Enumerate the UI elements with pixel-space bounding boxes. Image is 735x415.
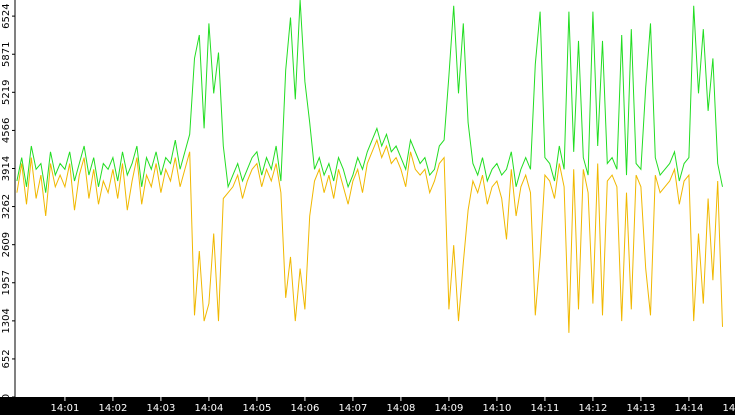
- y-tick-label: 6524: [1, 3, 12, 28]
- y-tick-label: 1304: [1, 308, 12, 333]
- y-tick-label: 3914: [1, 156, 12, 181]
- y-tick-label: 3262: [1, 194, 12, 219]
- x-axis-bar: [0, 397, 735, 415]
- x-tick-label: 14:11: [531, 403, 560, 414]
- x-tick-label: 14:01: [51, 403, 80, 414]
- y-tick-label: 0: [1, 394, 12, 400]
- x-tick-label: 14:15: [723, 403, 735, 414]
- x-tick-label: 14:03: [147, 403, 176, 414]
- series-line: [16, 138, 723, 333]
- x-tick-label: 14:12: [579, 403, 608, 414]
- series-line: [16, 0, 723, 193]
- x-tick-label: 14:05: [243, 403, 272, 414]
- y-tick-label: 5219: [1, 80, 12, 105]
- y-tick-label: 652: [1, 349, 12, 368]
- y-tick-label: 5871: [1, 42, 12, 67]
- x-tick-label: 14:08: [387, 403, 416, 414]
- x-tick-label: 14:09: [435, 403, 464, 414]
- x-tick-label: 14:14: [675, 403, 704, 414]
- x-tick-label: 14:10: [483, 403, 512, 414]
- x-tick-label: 14:07: [339, 403, 368, 414]
- x-tick-label: 14:02: [99, 403, 128, 414]
- x-tick-label: 14:06: [291, 403, 320, 414]
- y-tick-label: 2609: [1, 232, 12, 257]
- x-tick-label: 14:13: [627, 403, 656, 414]
- y-tick-label: 4566: [1, 118, 12, 143]
- x-tick-label: 14:04: [195, 403, 224, 414]
- y-tick-label: 1957: [1, 270, 12, 295]
